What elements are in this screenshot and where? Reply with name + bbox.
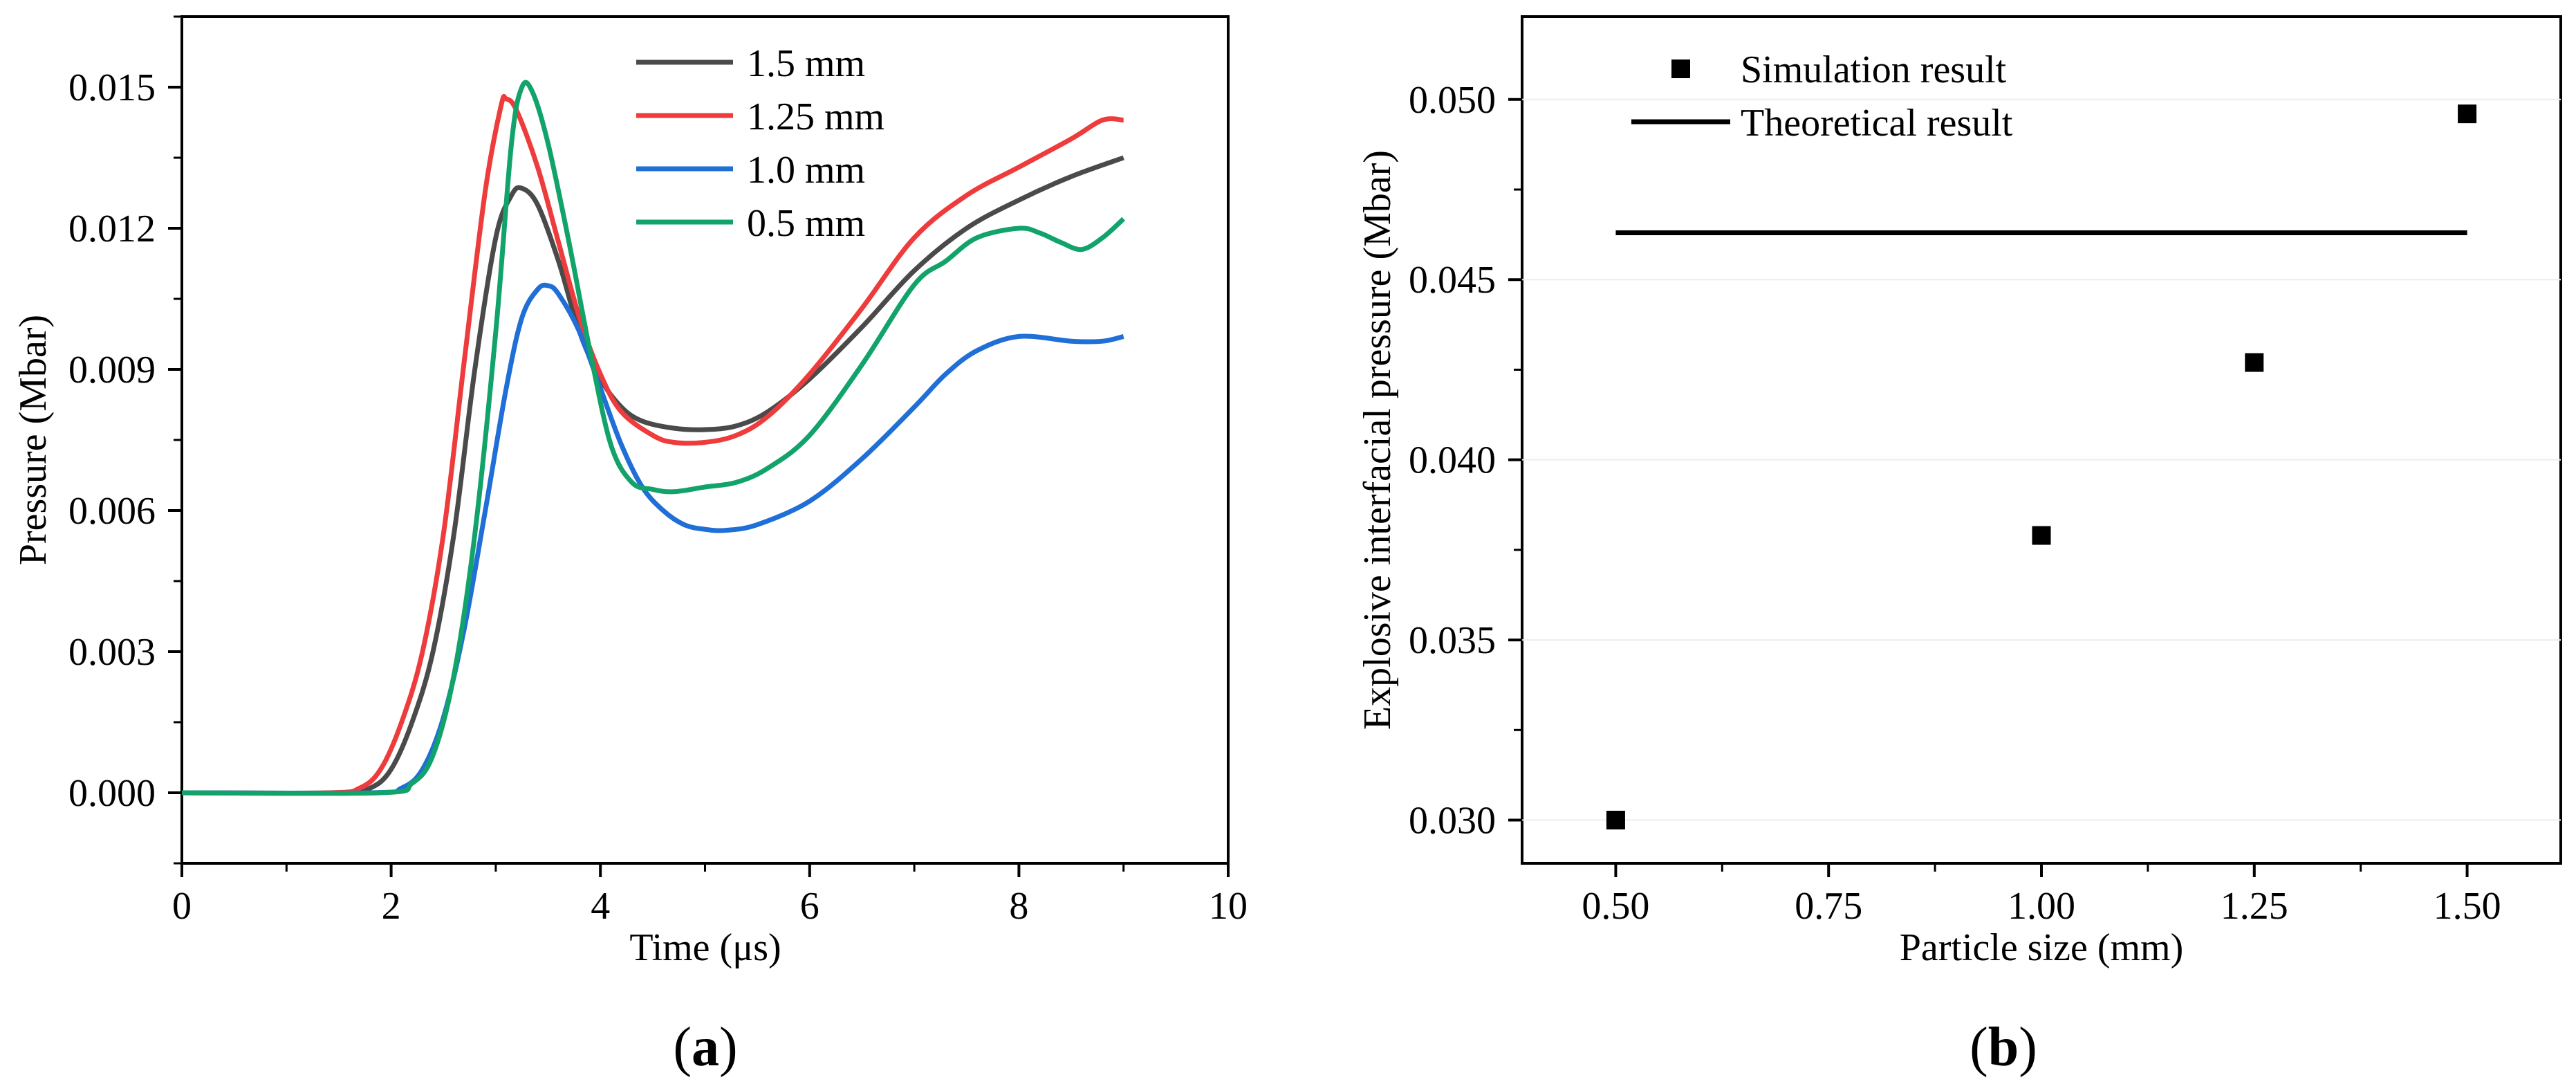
panel-b-x-tick-label: 1.50 [2434, 885, 2501, 928]
panel-a-x-tick-label: 2 [382, 885, 401, 928]
panel-b-plot-frame [1521, 15, 2562, 865]
panel-b-y-tick-label: 0.050 [1409, 79, 1496, 122]
panel-a-chart: 0 2 4 6 8 10 0.000 0.003 0.006 0.009 0.012 0.015 1.… [12, 15, 1248, 1078]
panel-a-legend-label-3: 0.5 mm [747, 202, 865, 245]
panel-a-y-tick-label: 0.015 [68, 66, 156, 109]
panel-a-y-axis-label: Pressure (Mbar) [12, 315, 55, 565]
panel-b-simulation-point-2 [2245, 353, 2264, 372]
panel-b-legend-label-theoretical: Theoretical result [1741, 102, 2013, 145]
panel-a-y-tick-label: 0.003 [68, 631, 156, 674]
panel-b-chart: 0.50 0.75 1.00 1.25 1.50 0.030 0.035 0.040 0.045… [1356, 15, 2562, 1078]
panel-b-series [1606, 104, 2477, 829]
panel-a-x-tick-label: 10 [1209, 885, 1248, 928]
panel-a-y-tick-label: 0.000 [68, 772, 156, 815]
panel-a-series [181, 80, 1126, 796]
panel-b-y-tick-label: 0.040 [1409, 439, 1496, 482]
panel-b-ticks: 0.50 0.75 1.00 1.25 1.50 0.030 0.035 0.040 0.045… [1409, 79, 2501, 928]
panel-b-gridlines [1522, 98, 2561, 821]
panel-b-simulation-point-0 [1606, 810, 1625, 829]
panel-b-x-axis-label: Particle size (mm) [1900, 926, 2184, 969]
panel-a-y-tick-label: 0.012 [68, 208, 156, 250]
panel-a-series-line-2 [181, 282, 1124, 796]
panel-b-legend-marker-simulation [1671, 59, 1690, 78]
panel-a-label: (a) [673, 1017, 737, 1078]
panel-b-y-axis-label: Explosive interfacial pressure (Mbar) [1356, 150, 1399, 730]
panel-b-legend-label-simulation: Simulation result [1741, 48, 2007, 91]
panel-b-x-tick-label: 0.50 [1582, 885, 1649, 928]
panel-b-y-tick-label: 0.035 [1409, 619, 1496, 662]
panel-a-y-tick-label: 0.009 [68, 349, 156, 392]
panel-b-y-tick-label: 0.030 [1409, 799, 1496, 842]
panel-a-legend-label-1: 1.25 mm [747, 95, 884, 138]
panel-a-legend-label-2: 1.0 mm [747, 149, 865, 192]
panel-b-label: (b) [1970, 1017, 2037, 1078]
panel-a-letter: a [692, 1017, 719, 1078]
panel-a-x-axis-label: Time (μs) [629, 926, 781, 969]
panel-b-x-tick-label: 1.25 [2221, 885, 2288, 928]
panel-b-simulation-point-1 [2032, 526, 2051, 545]
panel-a-x-tick-label: 4 [591, 885, 610, 928]
panel-b-y-tick-label: 0.045 [1409, 259, 1496, 302]
panel-a-series-line-1 [181, 93, 1124, 796]
panel-a-ticks: 0 2 4 6 8 10 0.000 0.003 0.006 0.009 0.012 0.015 [68, 15, 1248, 928]
panel-b-x-tick-label: 0.75 [1795, 885, 1862, 928]
panel-a-x-tick-label: 6 [800, 885, 819, 928]
panel-b-simulation-point-3 [2458, 104, 2477, 124]
panel-b-letter: b [1988, 1017, 2019, 1078]
panel-a-x-tick-label: 0 [172, 885, 192, 928]
panel-a-y-tick-label: 0.006 [68, 490, 156, 533]
panel-a-series-line-3 [181, 80, 1126, 796]
panel-a-legend-label-0: 1.5 mm [747, 42, 865, 85]
panel-a-x-tick-label: 8 [1009, 885, 1028, 928]
panel-b-x-tick-label: 1.00 [2008, 885, 2075, 928]
panel-b-legend: Simulation result Theoretical result [1631, 48, 2013, 145]
panel-a-legend: 1.5 mm 1.25 mm 1.0 mm 0.5 mm [636, 42, 884, 245]
panel-a-series-line-0 [181, 155, 1124, 796]
